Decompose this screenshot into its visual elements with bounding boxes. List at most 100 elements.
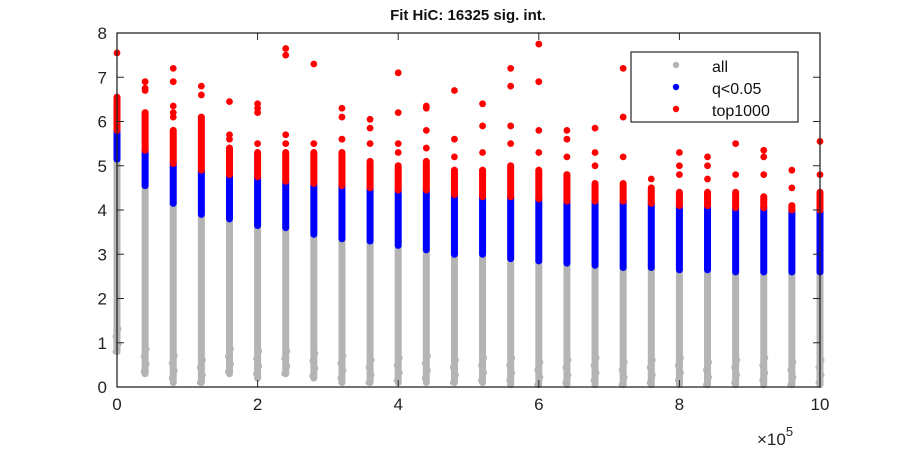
- point-all: [256, 348, 263, 355]
- y-tick-label: 8: [98, 24, 107, 43]
- point-all: [762, 354, 769, 361]
- point-all: [365, 364, 372, 371]
- column-21: [703, 153, 713, 389]
- point-all: [478, 362, 485, 369]
- point-all: [396, 369, 403, 376]
- point-all: [140, 353, 147, 360]
- column-5: [253, 100, 263, 382]
- point-all: [706, 359, 713, 366]
- point-top-outlier: [394, 69, 402, 77]
- point-all: [253, 370, 260, 377]
- point-top-outlier: [732, 140, 740, 148]
- point-all: [593, 369, 600, 376]
- point-all: [621, 374, 628, 381]
- point-top-outlier: [282, 131, 290, 139]
- column-3: [196, 82, 206, 387]
- point-all: [337, 360, 344, 367]
- point-top-outlier: [451, 135, 458, 143]
- point-all: [340, 352, 347, 359]
- y-tick-label: 2: [98, 290, 107, 309]
- point-all: [140, 368, 147, 375]
- point-top-outlier: [760, 146, 768, 154]
- point-all: [171, 352, 178, 359]
- x-multiplier: ×105: [757, 424, 793, 449]
- point-top-outlier: [422, 144, 430, 152]
- legend-label-q: q<0.05: [712, 81, 761, 98]
- column-11: [421, 102, 431, 387]
- point-all: [393, 362, 400, 369]
- point-all: [368, 372, 375, 379]
- point-all: [618, 381, 625, 388]
- point-top-outlier: [479, 122, 486, 130]
- point-top-outlier: [141, 78, 149, 86]
- point-all: [537, 374, 544, 381]
- point-all: [312, 365, 319, 372]
- point-top-outlier: [535, 149, 543, 156]
- column-17: [590, 124, 600, 389]
- point-all: [309, 372, 316, 379]
- point-all: [562, 364, 569, 371]
- y-tick-label: 0: [98, 378, 107, 397]
- column-9: [365, 115, 375, 387]
- point-top-outlier: [197, 82, 205, 90]
- point-top-outlier: [760, 153, 768, 161]
- point-top-outlier: [704, 162, 711, 170]
- point-all: [224, 368, 231, 375]
- y-tick-label: 3: [98, 245, 107, 264]
- point-top-outlier: [619, 153, 627, 161]
- point-all: [618, 366, 625, 373]
- x-tick-label: 0: [112, 395, 121, 414]
- point-top-outlier: [535, 126, 543, 134]
- legend-label-top: top1000: [712, 103, 770, 120]
- point-all: [281, 370, 288, 377]
- point-top-outlier: [226, 131, 233, 139]
- point-all: [452, 357, 459, 364]
- point-top-outlier: [676, 162, 683, 170]
- point-all: [506, 362, 513, 369]
- point-all: [649, 357, 656, 364]
- point-top-outlier: [338, 113, 346, 121]
- point-all: [337, 375, 344, 382]
- column-24: [787, 166, 797, 389]
- column-7: [309, 60, 319, 382]
- point-top-outlier: [507, 82, 515, 90]
- column-16: [562, 126, 572, 389]
- point-top-outlier: [394, 109, 402, 117]
- point-top-outlier: [366, 124, 374, 132]
- point-top-outlier: [282, 45, 290, 52]
- point-top-outlier: [254, 140, 261, 148]
- column-23: [759, 146, 769, 389]
- y-tick-label: 5: [98, 157, 107, 176]
- point-top-outlier: [788, 184, 796, 192]
- x-tick-label: 10: [811, 395, 830, 414]
- column-4: [224, 98, 234, 378]
- point-top-outlier: [226, 98, 233, 105]
- point-all: [506, 377, 513, 384]
- column-1: [140, 78, 150, 378]
- point-all: [509, 369, 516, 376]
- point-top-outlier: [535, 78, 543, 86]
- column-2: [168, 65, 178, 387]
- chart-title: Fit HiC: 16325 sig. int.: [390, 7, 546, 24]
- x-multiplier-exponent: 5: [786, 424, 793, 439]
- point-top-outlier: [282, 51, 290, 59]
- point-all: [762, 369, 769, 376]
- point-top-outlier: [310, 140, 318, 148]
- point-all: [340, 367, 347, 374]
- point-top-outlier: [507, 122, 515, 130]
- point-all: [368, 357, 375, 364]
- y-tick-label: 4: [98, 201, 107, 220]
- legend-marker-all: [672, 61, 680, 69]
- point-all: [143, 345, 150, 352]
- column-6: [281, 45, 291, 378]
- point-all: [509, 354, 516, 361]
- point-top-outlier: [788, 166, 796, 174]
- point-all: [143, 360, 150, 367]
- point-all: [199, 372, 206, 379]
- point-all: [227, 345, 234, 352]
- point-top-outlier: [676, 171, 683, 179]
- point-top-outlier: [619, 65, 627, 72]
- point-all: [396, 354, 403, 361]
- point-all: [168, 360, 175, 367]
